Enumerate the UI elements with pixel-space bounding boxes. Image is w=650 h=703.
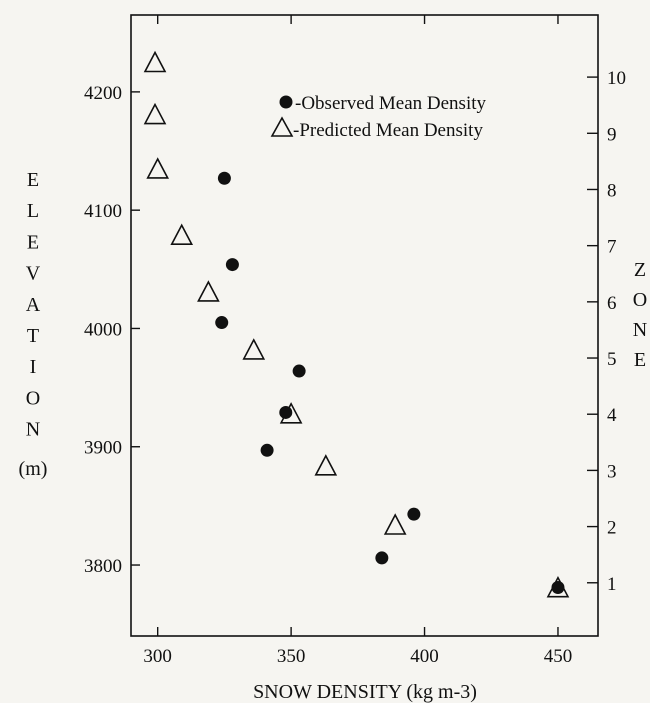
predicted-point bbox=[279, 402, 303, 424]
zone-tick-label: 3 bbox=[607, 461, 617, 482]
legend-observed-label: -Observed Mean Density bbox=[295, 93, 487, 114]
y-title-letter: T bbox=[27, 325, 39, 347]
y-title-letter: E bbox=[27, 231, 39, 253]
predicted-point bbox=[314, 454, 338, 476]
y-title-letter: O bbox=[26, 387, 40, 409]
y-tick-label: 3900 bbox=[84, 438, 122, 459]
zone-title-letter: E bbox=[634, 349, 646, 371]
y-title-letter: L bbox=[27, 200, 39, 222]
zone-tick-label: 7 bbox=[607, 237, 617, 258]
legend: -Observed Mean Density -Predicted Mean D… bbox=[270, 93, 487, 141]
plot-frame bbox=[130, 14, 599, 637]
y-title-letter: A bbox=[26, 294, 41, 316]
observed-point bbox=[260, 443, 274, 457]
x-tick-label: 450 bbox=[544, 646, 573, 667]
observed-point bbox=[375, 551, 389, 565]
zone-tick-label: 2 bbox=[607, 518, 617, 539]
y-tick-label: 3800 bbox=[84, 556, 122, 577]
y-title-letter: E bbox=[27, 169, 39, 191]
predicted-point bbox=[143, 102, 167, 125]
observed-point bbox=[292, 364, 306, 378]
predicted-point bbox=[143, 50, 167, 73]
y-title-letter: N bbox=[26, 419, 40, 441]
observed-point bbox=[217, 171, 231, 185]
zone-tick-label: 4 bbox=[607, 405, 617, 426]
y-tick-label: 4000 bbox=[84, 319, 122, 340]
zone-tick-label: 5 bbox=[607, 349, 617, 370]
observed-point bbox=[225, 258, 239, 272]
y-tick-label: 4200 bbox=[84, 83, 122, 104]
observed-point bbox=[407, 507, 421, 521]
y-axis-left-ticks: 3800 3900 4000 4100 4200 bbox=[84, 83, 140, 577]
observed-point bbox=[215, 316, 229, 330]
y-title-letter: V bbox=[26, 263, 41, 285]
x-tick-label: 300 bbox=[143, 646, 172, 667]
predicted-point bbox=[546, 575, 570, 598]
predicted-point bbox=[242, 338, 266, 360]
y-axis-right-ticks: 1 2 3 4 5 6 7 8 9 10 bbox=[587, 68, 626, 595]
zone-tick-label: 8 bbox=[607, 180, 617, 201]
zone-tick-label: 9 bbox=[607, 124, 617, 145]
x-tick-label: 350 bbox=[277, 646, 306, 667]
y-tick-label: 4100 bbox=[84, 201, 122, 222]
x-axis-ticks: 300 350 400 450 bbox=[143, 15, 572, 667]
legend-predicted-marker bbox=[270, 116, 294, 137]
zone-title-letter: N bbox=[633, 319, 647, 341]
predicted-point bbox=[197, 280, 220, 302]
zone-tick-label: 1 bbox=[607, 574, 617, 595]
zone-title-letter: O bbox=[633, 289, 647, 311]
y-title-letter: I bbox=[30, 356, 37, 378]
zone-tick-label: 6 bbox=[607, 293, 617, 314]
zone-tick-label: 10 bbox=[607, 68, 626, 89]
x-tick-label: 400 bbox=[410, 646, 439, 667]
zone-title-letter: Z bbox=[634, 259, 646, 281]
legend-predicted-label: -Predicted Mean Density bbox=[293, 120, 483, 141]
predicted-point bbox=[383, 513, 407, 535]
predicted-point bbox=[146, 157, 170, 179]
predicted-point bbox=[170, 223, 194, 245]
y-axis-unit: (m) bbox=[19, 458, 48, 480]
data-marks bbox=[143, 50, 570, 598]
legend-observed-marker bbox=[279, 95, 293, 109]
x-axis-title: SNOW DENSITY (kg m-3) bbox=[253, 681, 477, 703]
